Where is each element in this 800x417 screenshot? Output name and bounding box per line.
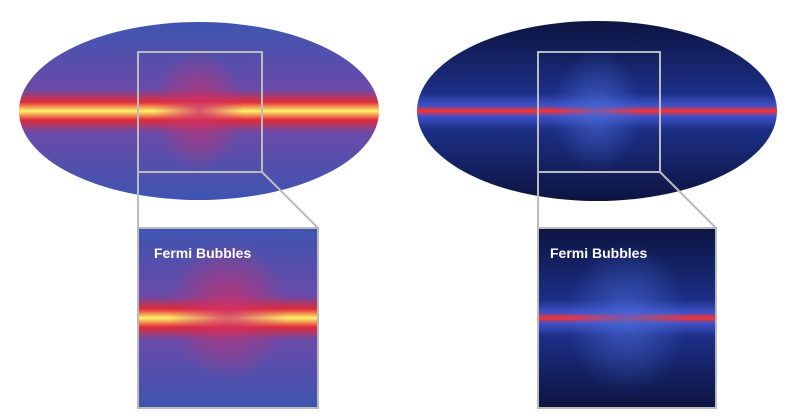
inset-label: Fermi Bubbles (550, 245, 647, 261)
bubble-glow (154, 51, 244, 171)
zoom-indicator (137, 51, 717, 229)
bubble-glow (168, 240, 288, 380)
bubble-glow (552, 51, 642, 171)
inset-label: Fermi Bubbles (154, 245, 251, 261)
bubble-glow (567, 243, 687, 393)
